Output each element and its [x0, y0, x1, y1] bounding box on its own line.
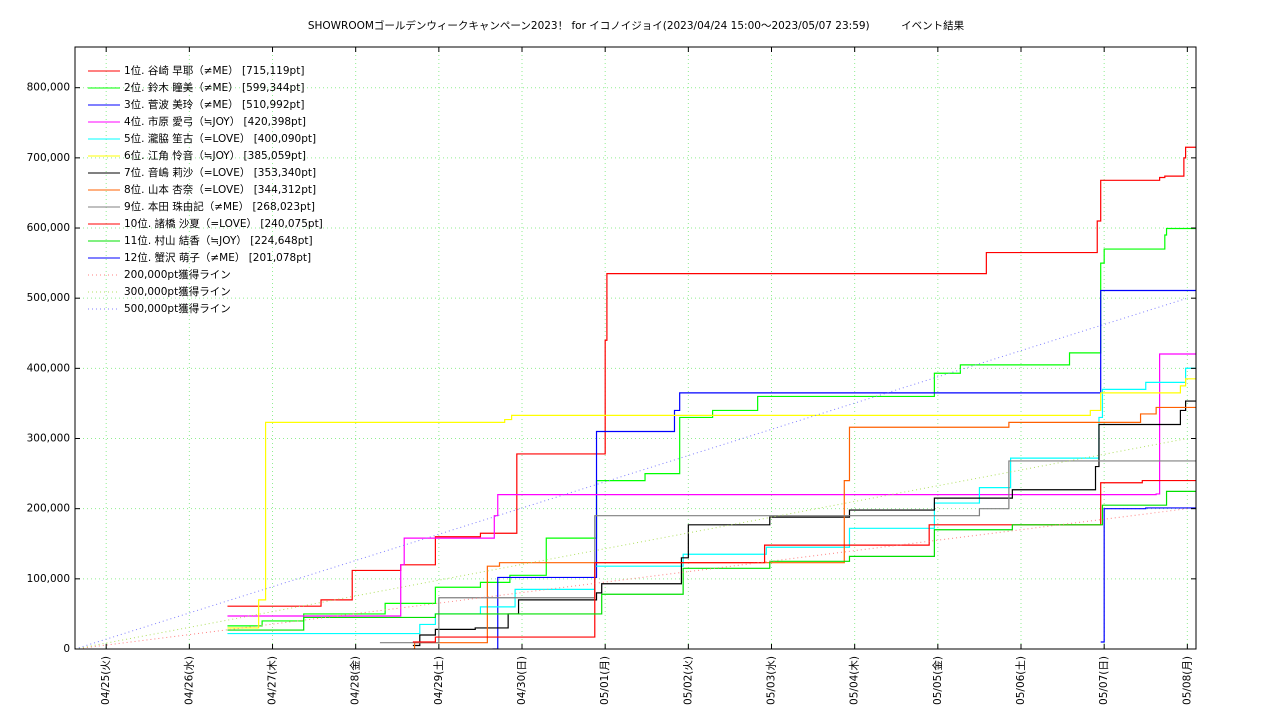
reference-line: [75, 508, 1188, 649]
x-tick-label: 05/06(土): [1014, 656, 1027, 705]
legend-label: 9位. 本田 珠由記（≠ME） [268,023pt]: [124, 200, 315, 213]
x-tick-label: 04/25(火): [100, 656, 112, 705]
series-line: [412, 479, 1196, 643]
chart-title: SHOWROOMゴールデンウィークキャンペーン2023！ for イコノイジョイ…: [308, 19, 965, 32]
legend-label: 6位. 江角 怜音（≒JOY） [385,059pt]: [124, 149, 306, 162]
series-line: [227, 227, 1196, 627]
plot-area: [75, 146, 1196, 649]
grid: [75, 47, 1196, 650]
legend-label: 10位. 諸橋 沙夏（=LOVE） [240,075pt]: [124, 217, 323, 230]
x-tick-label: 05/08(月): [1181, 656, 1193, 705]
x-tick-label: 04/27(木): [267, 656, 279, 705]
y-tick-label: 700,000: [27, 152, 70, 164]
x-tick-label: 05/02(火): [682, 656, 694, 705]
x-tick-label: 05/04(木): [849, 656, 861, 705]
legend-label: 300,000pt獲得ライン: [124, 285, 231, 298]
series-line: [1100, 507, 1196, 643]
axes: 0 100,000 200,000 300,000 400,000 500,000 600,…: [27, 47, 1196, 705]
y-tick-label: 800,000: [27, 82, 70, 94]
legend-label: 1位. 谷崎 早耶（≠ME） [715,119pt]: [124, 64, 304, 77]
reference-line: [75, 438, 1188, 649]
x-tick-label: 05/05(金): [931, 656, 944, 705]
series-line: [227, 353, 1196, 617]
legend-label: 4位. 市原 愛弓（≒JOY） [420,398pt]: [124, 115, 306, 128]
legend-label: 200,000pt獲得ライン: [124, 268, 231, 281]
y-tick-label: 0: [63, 643, 70, 655]
series-line: [227, 378, 1196, 629]
series-line: [492, 289, 1196, 649]
legend-label: 8位. 山本 杏奈（=LOVE） [344,312pt]: [124, 183, 316, 196]
y-tick-label: 300,000: [27, 433, 70, 445]
legend-label: 12位. 蟹沢 萌子（≠ME） [201,078pt]: [124, 251, 311, 264]
y-tick-label: 200,000: [27, 503, 70, 515]
x-tick-label: 05/03(水): [766, 656, 778, 705]
series-line: [227, 367, 1196, 635]
series-line: [379, 460, 1196, 644]
legend-label: 5位. 瀧脇 笙古（=LOVE） [400,090pt]: [124, 132, 316, 145]
x-tick-label: 04/29(土): [432, 656, 445, 705]
reference-line: [75, 297, 1188, 649]
legend-label: 500,000pt獲得ライン: [124, 302, 231, 315]
x-tick-label: 04/30(日): [516, 656, 528, 705]
series-line: [412, 400, 1196, 647]
legend-label: 7位. 音嶋 莉沙（=LOVE） [353,340pt]: [124, 166, 316, 179]
plot-frame: [74, 46, 1197, 650]
legend-label: 2位. 鈴木 瞳美（≠ME） [599,344pt]: [124, 81, 304, 94]
series-line: [227, 146, 1196, 607]
x-tick-label: 05/07(日): [1098, 656, 1110, 705]
x-tick-label: 04/28(金): [349, 656, 362, 705]
x-tick-label: 05/01(月): [599, 656, 611, 705]
y-tick-label: 100,000: [27, 573, 70, 585]
y-tick-label: 500,000: [27, 292, 70, 304]
y-tick-label: 600,000: [27, 222, 70, 234]
x-tick-label: 04/26(水): [183, 656, 195, 705]
series-line: [412, 406, 1196, 649]
y-tick-label: 400,000: [27, 362, 70, 374]
legend: 1位. 谷崎 早耶（≠ME） [715,119pt] 2位. 鈴木 瞳美（≠ME）…: [88, 64, 323, 315]
legend-label: 3位. 菅波 美玲（≠ME） [510,992pt]: [124, 98, 304, 111]
series-line: [227, 490, 1196, 631]
legend-label: 11位. 村山 結香（≒JOY） [224,648pt]: [124, 234, 313, 247]
